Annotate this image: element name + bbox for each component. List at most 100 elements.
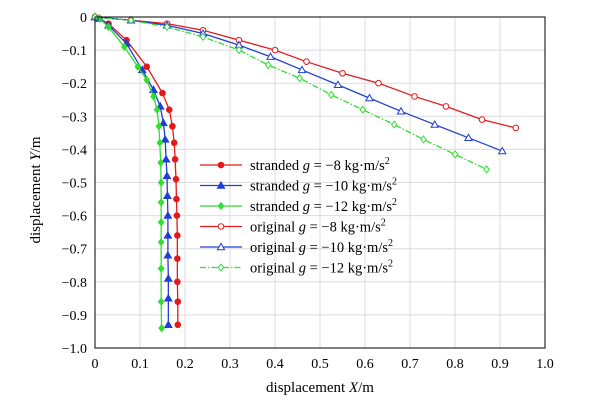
data-point [173, 195, 180, 203]
data-point [303, 58, 310, 65]
data-point [174, 232, 181, 239]
data-point [157, 297, 165, 306]
data-point [442, 103, 450, 110]
x-tick-label: 0.3 [221, 357, 239, 372]
x-tick-label: 0.4 [266, 357, 284, 372]
axis-variable: Y [28, 151, 44, 161]
data-point [171, 156, 179, 163]
data-point [157, 218, 165, 227]
data-point [217, 201, 225, 211]
legend-label: stranded g = −8 kg·m/s2 [250, 156, 390, 174]
data-point [296, 74, 304, 83]
data-point [359, 105, 367, 114]
legend: stranded g = −8 kg·m/s2 stranded g = −10 … [200, 156, 397, 277]
data-point [174, 298, 182, 305]
data-point [390, 120, 398, 129]
y-tick-label: −0.3 [62, 110, 87, 125]
data-point [155, 122, 163, 131]
y-tick-label: 0 [80, 11, 87, 26]
data-point [170, 139, 178, 147]
series-line [94, 16, 163, 329]
data-point [297, 65, 307, 74]
data-point [134, 62, 142, 71]
data-point [216, 242, 226, 251]
data-point [451, 150, 459, 159]
data-point [217, 161, 225, 169]
data-point [157, 178, 165, 187]
data-point [120, 42, 128, 51]
y-tick-label: −0.9 [62, 309, 87, 324]
data-point [216, 180, 226, 189]
data-point [163, 250, 173, 259]
data-point [375, 79, 382, 87]
data-point [163, 273, 173, 282]
data-point [165, 106, 173, 113]
plot-frame [94, 16, 546, 349]
data-point [143, 63, 151, 70]
x-tick-label: 0.8 [446, 357, 464, 372]
x-tick-label: 0.6 [356, 357, 374, 372]
axis-variable: X [348, 380, 359, 396]
data-point [430, 119, 440, 128]
data-point [158, 118, 168, 127]
series-2 [90, 12, 173, 329]
data-point [327, 90, 335, 99]
data-point [150, 92, 157, 101]
data-point [157, 264, 165, 273]
data-point [483, 165, 490, 174]
data-point [217, 263, 225, 272]
data-point [266, 52, 275, 60]
data-point [163, 22, 171, 32]
data-point [163, 210, 173, 219]
x-tick-label: 1.0 [536, 357, 554, 372]
data-point [157, 158, 165, 167]
data-point [217, 223, 225, 230]
y-axis-ticks: 0 −0.1 −0.2 −0.3 −0.4 −0.5 −0.6 −0.7 −0.8 −0.9 −1.… [62, 11, 87, 357]
data-point [159, 89, 166, 97]
x-tick-label: 0.5 [311, 357, 329, 372]
series-3 [91, 12, 165, 333]
legend-entry: original g = −10 kg·m/s2 [200, 238, 393, 256]
data-point [264, 60, 272, 70]
legend-label: original g = −8 kg·m/s2 [250, 218, 386, 236]
y-tick-label: −0.1 [62, 44, 87, 59]
data-point [174, 278, 181, 286]
x-tick-label: 0.2 [176, 357, 194, 372]
legend-entry: original g = −12 kg·m/s2 [200, 259, 393, 277]
data-point [512, 124, 520, 132]
data-point [105, 22, 112, 32]
data-point [172, 175, 180, 183]
y-tick-label: −0.6 [62, 210, 87, 225]
data-point [464, 133, 473, 142]
data-point [160, 134, 170, 143]
data-point [478, 116, 486, 123]
data-point [411, 93, 418, 100]
y-axis-title: displacement Y/m [28, 136, 44, 243]
data-point [365, 93, 374, 102]
data-point [157, 198, 165, 207]
data-point [143, 75, 151, 85]
data-point [162, 191, 172, 199]
y-tick-label: −0.4 [62, 143, 87, 158]
data-point [339, 69, 346, 77]
legend-entry: stranded g = −8 kg·m/s2 [200, 156, 390, 174]
legend-label: original g = −10 kg·m/s2 [250, 238, 393, 256]
y-tick-label: −1.0 [62, 342, 87, 357]
legend-entry: stranded g = −10 kg·m/s2 [200, 177, 397, 195]
data-point [174, 255, 181, 262]
data-point [497, 146, 507, 155]
legend-label: stranded g = −12 kg·m/s2 [250, 197, 397, 215]
data-point [235, 45, 243, 55]
series-line [94, 16, 503, 152]
data-point [173, 212, 181, 219]
data-point [169, 122, 176, 130]
data-point [163, 320, 173, 329]
data-point [158, 323, 165, 333]
y-tick-label: −0.7 [62, 243, 87, 258]
data-point [396, 106, 406, 115]
data-point [199, 32, 207, 42]
data-point [420, 135, 427, 144]
data-point [162, 171, 172, 180]
legend-label: stranded g = −10 kg·m/s2 [250, 177, 397, 195]
